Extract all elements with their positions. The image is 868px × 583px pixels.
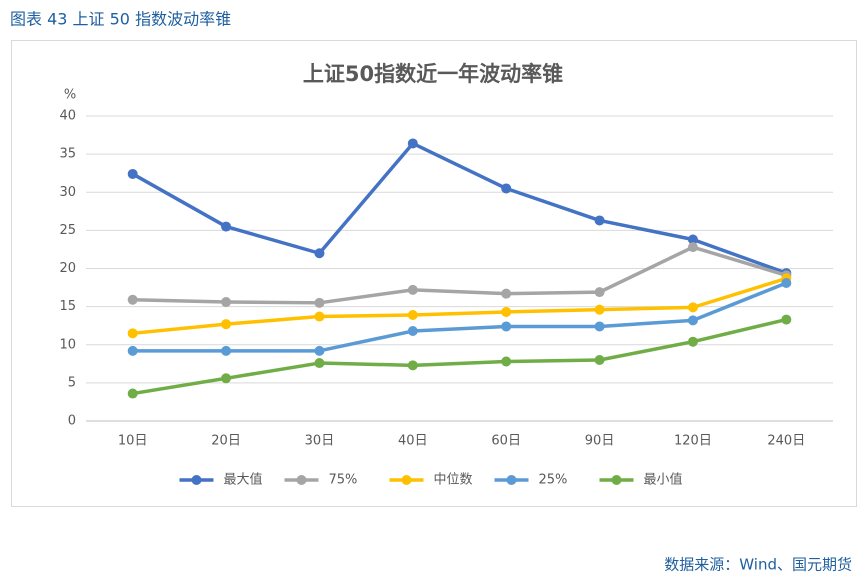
chart-title: 上证50指数近一年波动率锥 [303, 62, 563, 86]
y-tick-label: 40 [59, 109, 76, 124]
legend-label: 最大值 [224, 472, 263, 488]
data-point [127, 328, 138, 339]
x-tick-label: 90日 [585, 434, 615, 449]
y-axis-unit: % [64, 88, 76, 103]
figure-header: 图表 43 上证 50 指数波动率锥 [10, 10, 231, 29]
data-point [127, 388, 138, 399]
data-point [594, 215, 605, 226]
data-point [501, 306, 512, 317]
data-point [501, 288, 512, 299]
data-point [594, 287, 605, 298]
data-point [127, 294, 138, 305]
data-point [314, 345, 325, 356]
data-point [314, 248, 325, 259]
data-point [407, 360, 418, 371]
y-tick-label: 0 [68, 414, 76, 429]
data-point [314, 358, 325, 369]
y-tick-label: 25 [59, 223, 76, 238]
data-point [407, 310, 418, 321]
data-point [221, 319, 232, 330]
data-point [594, 304, 605, 315]
data-point [594, 355, 605, 365]
series-line [132, 317, 787, 396]
series-line [132, 276, 787, 336]
y-tick-label: 20 [59, 261, 76, 276]
data-point [407, 326, 418, 337]
y-tick-label: 10 [59, 337, 76, 352]
x-tick-label: 20日 [211, 434, 241, 449]
y-tick-label: 35 [59, 147, 76, 162]
x-tick-label: 60日 [491, 434, 521, 449]
legend-marker [296, 475, 307, 485]
legend-label: 75% [329, 473, 358, 488]
data-point [407, 138, 418, 149]
x-tick-label: 10日 [118, 434, 148, 449]
x-tick-label: 30日 [305, 434, 335, 449]
series-line [131, 141, 787, 275]
legend-marker [191, 475, 202, 485]
data-point [314, 311, 325, 322]
data-point [407, 284, 418, 295]
x-tick-label: 240日 [767, 434, 805, 449]
y-tick-label: 15 [59, 299, 76, 314]
x-tick-label: 120日 [674, 434, 712, 449]
data-point [221, 345, 232, 356]
data-point [781, 314, 792, 325]
chart-frame [11, 40, 857, 507]
series-line [132, 281, 787, 353]
data-point [501, 183, 512, 194]
data-point [221, 373, 232, 384]
x-tick-label: 40日 [398, 434, 428, 449]
data-point [781, 277, 792, 288]
legend-marker [401, 475, 412, 485]
data-point [687, 234, 698, 245]
legend-marker [506, 475, 517, 485]
legend-label: 中位数 [434, 473, 473, 488]
data-point [314, 297, 325, 308]
data-point [127, 345, 138, 356]
series-line [132, 245, 787, 305]
data-point [594, 321, 605, 332]
data-point [687, 242, 698, 253]
legend-label: 25% [539, 473, 568, 488]
legend-label: 最小值 [644, 472, 683, 488]
legend-marker [611, 475, 622, 485]
data-point [501, 356, 512, 367]
data-point [687, 315, 698, 326]
data-point [221, 297, 232, 308]
data-point [501, 321, 512, 332]
source-note: 数据来源：Wind、国元期货 [664, 556, 852, 574]
data-point [687, 302, 698, 313]
y-tick-label: 30 [59, 185, 76, 200]
data-point [221, 221, 232, 232]
data-point [127, 168, 138, 179]
data-point [687, 336, 698, 347]
y-tick-label: 5 [68, 375, 76, 390]
